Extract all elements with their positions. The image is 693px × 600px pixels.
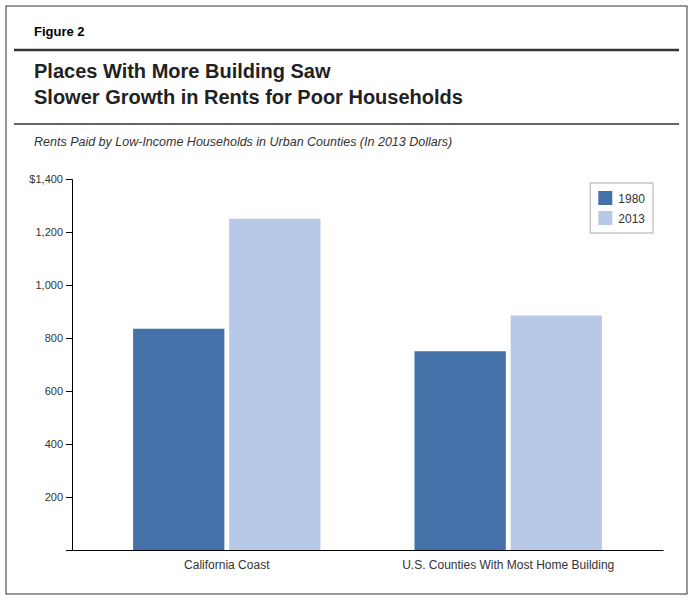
y-tick-mark — [66, 232, 72, 233]
x-tick-label: California Coast — [184, 558, 270, 572]
bar — [229, 219, 320, 550]
chart-svg: Figure 2 Places With More Building Saw Slo… — [0, 0, 693, 600]
x-tick-label: U.S. Counties With Most Home Building — [402, 558, 614, 572]
bar — [415, 351, 506, 550]
y-tick: 200 — [45, 491, 72, 503]
figure-label: Figure 2 — [34, 24, 85, 39]
legend-label: 2013 — [618, 212, 645, 226]
y-tick-label: $1,400 — [29, 173, 63, 185]
y-tick-label: 400 — [45, 438, 63, 450]
y-tick: 400 — [45, 438, 72, 450]
bar — [511, 315, 602, 550]
y-tick-label: 200 — [45, 491, 63, 503]
subtitle: Rents Paid by Low-Income Households in U… — [34, 135, 452, 149]
y-tick-label: 1,000 — [35, 279, 63, 291]
y-tick: 800 — [45, 332, 72, 344]
header-rule — [14, 49, 679, 52]
y-tick-mark — [66, 285, 72, 286]
y-tick-label: 600 — [45, 385, 63, 397]
y-tick-mark — [66, 338, 72, 339]
legend-swatch — [598, 191, 612, 205]
legend-swatch — [598, 211, 612, 225]
x-axis: California Coast U.S. Counties With Most … — [73, 550, 664, 572]
y-tick-mark — [66, 444, 72, 445]
legend-label: 1980 — [618, 192, 645, 206]
y-tick: 600 — [45, 385, 72, 397]
bar-series — [229, 219, 602, 550]
legend-box — [590, 183, 653, 233]
bars — [133, 219, 602, 550]
y-tick-mark — [66, 179, 72, 180]
y-tick-label: 800 — [45, 332, 63, 344]
x-axis-line — [73, 550, 664, 551]
y-tick-mark — [66, 497, 72, 498]
x-tick: California Coast — [184, 550, 270, 572]
x-tick: U.S. Counties With Most Home Building — [402, 550, 614, 572]
bar — [133, 329, 224, 550]
y-tick-label: 1,200 — [35, 226, 63, 238]
y-axis: 200 400 600 800 1,000 1,200 $1,400 — [29, 173, 72, 550]
y-tick: 1,200 — [35, 226, 72, 238]
y-tick: $1,400 — [29, 173, 72, 185]
title: Places With More Building Saw — [34, 60, 331, 82]
y-tick-mark — [66, 391, 72, 392]
figure-border — [6, 6, 687, 594]
title-rule — [14, 123, 679, 125]
title: Slower Growth in Rents for Poor Househol… — [34, 86, 463, 108]
legend: 1980 2013 — [590, 183, 653, 233]
y-axis-line — [66, 180, 73, 551]
y-tick: 1,000 — [35, 279, 72, 291]
